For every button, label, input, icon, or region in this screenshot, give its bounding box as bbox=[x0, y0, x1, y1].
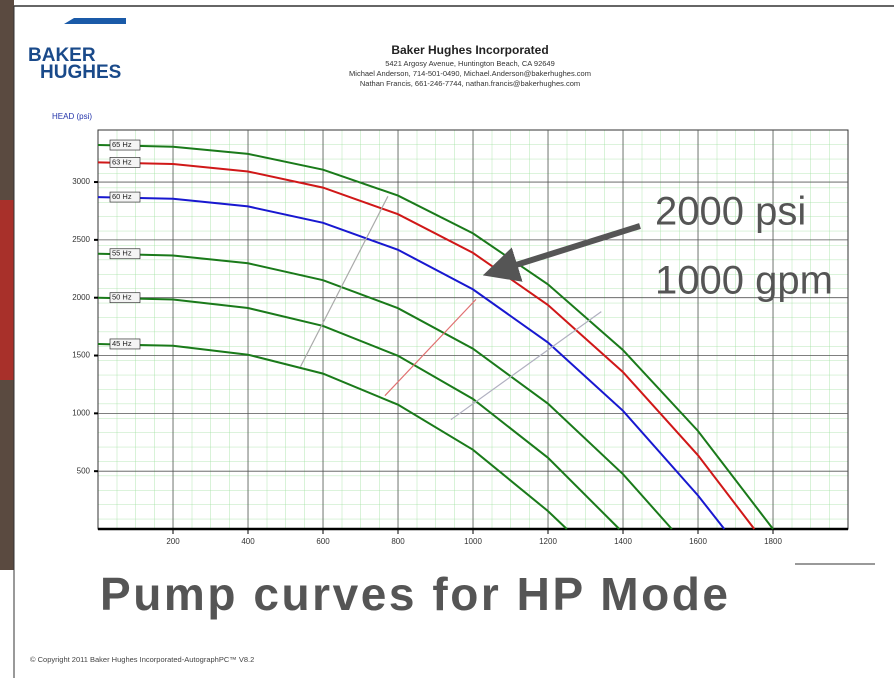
logo-mark bbox=[64, 18, 126, 24]
address: 5421 Argosy Avenue, Huntington Beach, CA… bbox=[385, 59, 555, 68]
y-tick-label: 3000 bbox=[72, 177, 90, 186]
legend-label: 60 Hz bbox=[112, 192, 132, 201]
y-tick-label: 1000 bbox=[72, 408, 90, 417]
legend-label: 50 Hz bbox=[112, 293, 132, 302]
footer: © Copyright 2011 Baker Hughes Incorporat… bbox=[30, 655, 254, 664]
y-tick-label: 2000 bbox=[72, 293, 90, 302]
annotation: 1000 gpm bbox=[655, 259, 833, 303]
y-tick-label: 2500 bbox=[72, 235, 90, 244]
legend-label: 55 Hz bbox=[112, 249, 132, 258]
curve bbox=[450, 311, 602, 421]
y-tick-label: 500 bbox=[77, 466, 91, 475]
legend-box bbox=[109, 191, 141, 203]
x-tick-label: 200 bbox=[166, 537, 180, 546]
legend-box bbox=[109, 157, 141, 168]
curve bbox=[97, 296, 621, 530]
company: Baker Hughes Incorporated bbox=[391, 43, 548, 57]
contact: Nathan Francis, 661-246-7744, nathan.fra… bbox=[360, 79, 580, 88]
legend-box bbox=[109, 139, 141, 151]
logo-text: HUGHES bbox=[40, 62, 121, 83]
slide-title: Pump curves for HP Mode bbox=[100, 568, 728, 620]
x-tick-label: 1800 bbox=[764, 537, 782, 546]
y-axis-label: HEAD (psi) bbox=[52, 112, 92, 121]
legend-label: 65 Hz bbox=[112, 140, 132, 149]
x-tick-label: 600 bbox=[316, 537, 330, 546]
legend-box bbox=[109, 338, 141, 350]
logo-text: BAKER bbox=[28, 45, 96, 66]
x-tick-label: 1400 bbox=[614, 537, 632, 546]
annotation: 2000 psi bbox=[655, 190, 806, 234]
x-tick-label: 1200 bbox=[539, 537, 557, 546]
legend-label: 45 Hz bbox=[112, 339, 132, 348]
y-tick-label: 1500 bbox=[72, 351, 90, 360]
curve bbox=[97, 196, 726, 530]
curve bbox=[97, 343, 568, 530]
annotation-arrow bbox=[482, 223, 641, 282]
x-tick-label: 400 bbox=[241, 537, 255, 546]
x-tick-label: 1000 bbox=[464, 537, 482, 546]
x-tick-label: 1600 bbox=[689, 537, 707, 546]
legend-box bbox=[109, 248, 141, 260]
curve bbox=[97, 252, 673, 530]
curve bbox=[299, 196, 389, 367]
x-tick-label: 800 bbox=[391, 537, 405, 546]
contact: Michael Anderson, 714-501-0490, Michael.… bbox=[349, 69, 591, 78]
curve bbox=[97, 144, 774, 530]
photo-strip bbox=[0, 200, 14, 380]
curve bbox=[384, 298, 477, 397]
curve bbox=[97, 161, 756, 530]
legend-label: 63 Hz bbox=[112, 157, 132, 166]
legend-box bbox=[109, 292, 141, 304]
